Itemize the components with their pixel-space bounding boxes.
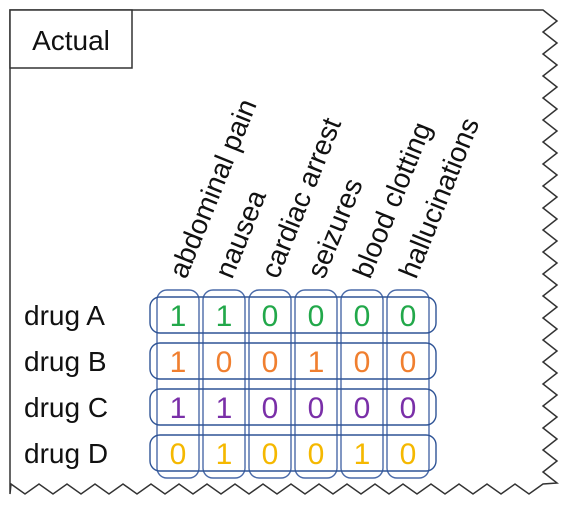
matrix-cell: 0 [308,300,325,333]
torn-paper-frame [9,9,559,495]
matrix-cell: 1 [216,300,233,333]
row-label: drug A [24,300,105,331]
title-label: Actual [32,25,110,56]
matrix-cells: 1 1 0 0 0 01 0 0 1 0 01 1 0 0 0 00 1 0 0 1 0 [170,300,417,471]
column-box [340,289,384,479]
matrix-cell: 0 [262,438,279,471]
row-boxes [149,296,437,472]
matrix-cell: 0 [354,392,371,425]
matrix-cell: 0 [354,346,371,379]
row-box [149,434,437,472]
matrix-cell: 1 [308,346,325,379]
matrix-cell: 0 [262,392,279,425]
matrix-cell: 1 [170,346,187,379]
row-box [149,388,437,426]
matrix-cell: 1 [170,300,187,333]
row-label: drug D [24,438,108,469]
matrix-cell: 0 [262,300,279,333]
matrix-cell: 0 [354,300,371,333]
column-box [294,289,338,479]
title-box [9,9,133,69]
matrix-cell: 0 [262,346,279,379]
matrix-cell: 0 [400,392,417,425]
column-boxes [156,289,430,479]
column-box [386,289,430,479]
column-box [248,289,292,479]
matrix-cell: 0 [170,438,187,471]
matrix-cell: 0 [308,392,325,425]
matrix-cell: 1 [354,438,371,471]
row-box [149,342,437,380]
row-box [149,296,437,334]
matrix-cell: 0 [308,438,325,471]
matrix-cell: 0 [400,438,417,471]
row-label: drug B [24,346,107,377]
column-box [202,289,246,479]
row-label: drug C [24,392,108,423]
matrix-cell: 0 [400,300,417,333]
matrix-cell: 1 [216,438,233,471]
matrix-cell: 1 [216,392,233,425]
matrix-cell: 0 [400,346,417,379]
column-box [156,289,200,479]
row-labels: drug A drug B drug C drug D [24,300,108,469]
matrix-cell: 0 [216,346,233,379]
matrix-cell: 1 [170,392,187,425]
